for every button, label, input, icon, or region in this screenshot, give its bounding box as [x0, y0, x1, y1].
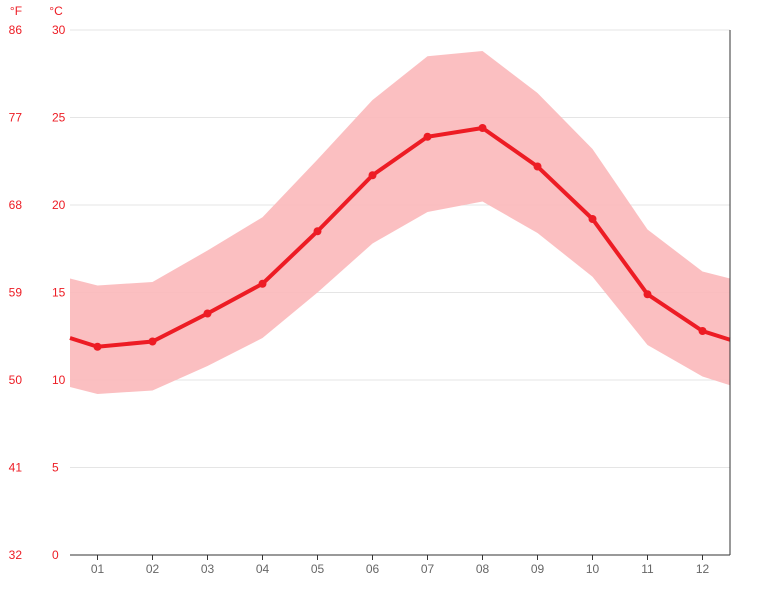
- data-point: [204, 310, 212, 318]
- data-point: [369, 171, 377, 179]
- x-tick-label: 10: [586, 562, 600, 576]
- y-tick-label-f: 59: [9, 286, 23, 300]
- y-tick-label-c: 0: [52, 548, 59, 562]
- y-tick-label-f: 41: [9, 461, 23, 475]
- data-point: [259, 280, 267, 288]
- x-tick-label: 09: [531, 562, 545, 576]
- x-tick-label: 03: [201, 562, 215, 576]
- y-tick-label-c: 10: [52, 373, 66, 387]
- x-tick-label: 05: [311, 562, 325, 576]
- x-tick-label: 07: [421, 562, 435, 576]
- y-tick-label-c: 20: [52, 198, 66, 212]
- data-point: [534, 163, 542, 171]
- y-tick-label-f: 50: [9, 373, 23, 387]
- temperature-chart: 0102030405060708091011123241505968778605…: [0, 0, 774, 591]
- y-tick-label-f: 86: [9, 23, 23, 37]
- x-tick-label: 12: [696, 562, 710, 576]
- x-tick-label: 01: [91, 562, 105, 576]
- y-tick-label-f: 77: [9, 111, 23, 125]
- x-tick-label: 11: [641, 562, 654, 576]
- data-point: [94, 343, 102, 351]
- x-tick-label: 06: [366, 562, 380, 576]
- y-tick-label-c: 5: [52, 461, 59, 475]
- y-tick-label-f: 32: [9, 548, 23, 562]
- data-point: [149, 338, 157, 346]
- data-point: [314, 227, 322, 235]
- y-tick-label-f: 68: [9, 198, 23, 212]
- data-point: [424, 133, 432, 141]
- x-tick-label: 04: [256, 562, 270, 576]
- data-point: [589, 215, 597, 223]
- y-tick-label-c: 25: [52, 111, 66, 125]
- temperature-range-band: [70, 51, 730, 394]
- data-point: [644, 290, 652, 298]
- x-tick-label: 08: [476, 562, 490, 576]
- y-axis-unit-f: °F: [10, 4, 22, 18]
- data-point: [699, 327, 707, 335]
- x-tick-label: 02: [146, 562, 160, 576]
- y-tick-label-c: 30: [52, 23, 66, 37]
- data-point: [479, 124, 487, 132]
- y-axis-unit-c: °C: [49, 4, 63, 18]
- y-tick-label-c: 15: [52, 286, 66, 300]
